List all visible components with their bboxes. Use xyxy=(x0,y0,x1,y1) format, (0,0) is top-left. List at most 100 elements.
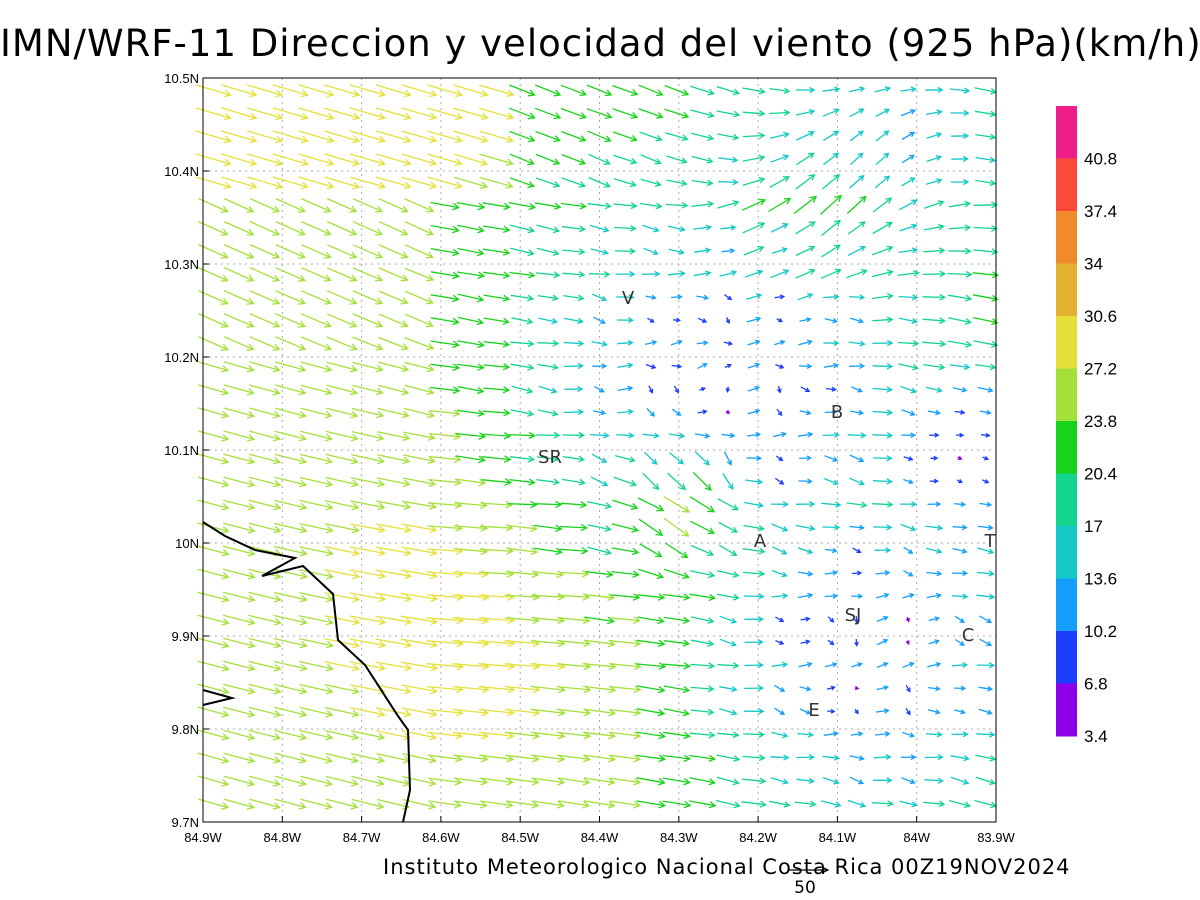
wind-vector xyxy=(299,499,334,511)
wind-vector xyxy=(197,453,230,465)
wind-vector xyxy=(663,731,691,740)
wind-vector xyxy=(509,84,536,97)
wind-vector xyxy=(375,684,413,695)
x-tick-label: 84.3W xyxy=(660,830,698,845)
wind-vector xyxy=(511,385,534,394)
wind-vector xyxy=(922,293,947,301)
wind-vector xyxy=(248,637,282,649)
wind-vector xyxy=(455,478,487,487)
wind-vector xyxy=(973,224,999,232)
wind-vector xyxy=(642,224,660,233)
wind-vector xyxy=(850,731,864,737)
wind-vector xyxy=(453,84,489,98)
wind-vector xyxy=(504,708,541,717)
wind-vector xyxy=(901,432,917,438)
wind-vector xyxy=(846,195,867,214)
wind-vector xyxy=(483,317,510,325)
wind-vector xyxy=(428,455,462,464)
wind-vector xyxy=(696,340,709,346)
wind-vector xyxy=(589,224,610,233)
x-tick-label: 84W xyxy=(903,830,930,845)
wind-vector xyxy=(952,662,969,668)
y-tick-label: 10.3N xyxy=(164,257,199,272)
wind-vector xyxy=(774,477,785,485)
wind-vector xyxy=(221,153,258,167)
wind-vector xyxy=(899,223,918,232)
wind-vector xyxy=(822,524,841,531)
wind-vector xyxy=(511,317,534,325)
wind-vector xyxy=(246,107,284,121)
wind-vector xyxy=(823,340,840,347)
wind-vector xyxy=(563,362,585,370)
wind-vector xyxy=(560,84,588,97)
wind-vector xyxy=(299,638,335,649)
wind-vector xyxy=(401,107,438,121)
wind-vector xyxy=(508,201,537,211)
wind-vector xyxy=(873,524,893,531)
wind-vector xyxy=(638,568,665,580)
wind-vector xyxy=(617,385,634,392)
wind-vector xyxy=(902,731,916,738)
wind-vector xyxy=(663,639,691,647)
wind-vector xyxy=(694,432,711,439)
wind-vector xyxy=(694,451,710,466)
wind-vector xyxy=(950,776,970,785)
wind-vector xyxy=(557,754,591,763)
wind-vector xyxy=(876,708,890,714)
wind-vector xyxy=(822,152,840,166)
wind-vector xyxy=(223,683,256,695)
wind-vector xyxy=(375,638,413,649)
wind-vector xyxy=(947,340,973,348)
wind-vector xyxy=(692,471,712,491)
y-tick-label: 10.1N xyxy=(164,443,199,458)
wind-vector xyxy=(349,592,387,603)
city-label-t: T xyxy=(984,531,997,552)
wind-vector xyxy=(697,317,708,323)
wind-vector xyxy=(617,408,634,415)
wind-vector xyxy=(586,108,613,120)
wind-vector xyxy=(299,706,334,718)
wind-vector xyxy=(927,661,942,668)
colorbar-swatch xyxy=(1056,316,1077,369)
wind-vector xyxy=(948,224,972,232)
wind-vector xyxy=(301,244,332,259)
wind-vector xyxy=(562,431,586,439)
wind-vector xyxy=(562,271,586,278)
wind-vector xyxy=(507,524,538,533)
wind-vector xyxy=(378,221,409,236)
city-label-sj: SJ xyxy=(845,605,862,626)
wind-vector xyxy=(849,130,864,142)
wind-vector xyxy=(690,685,715,693)
wind-vector xyxy=(872,501,894,508)
wind-vector xyxy=(537,409,559,417)
wind-vector xyxy=(744,639,764,646)
wind-vector xyxy=(798,478,813,485)
wind-vector xyxy=(324,107,361,121)
wind-vector xyxy=(430,317,460,326)
wind-vector xyxy=(663,568,690,580)
wind-vector xyxy=(746,316,762,323)
wind-vector xyxy=(298,130,335,144)
wind-vector xyxy=(275,361,307,373)
wind-vector xyxy=(901,154,915,164)
wind-vector xyxy=(905,616,911,623)
wind-vector xyxy=(617,339,634,346)
wind-vector xyxy=(479,800,514,809)
wind-vector xyxy=(301,290,332,305)
wind-vector xyxy=(928,639,940,645)
wind-vector xyxy=(897,340,920,347)
wind-vector xyxy=(928,616,941,622)
colorbar-swatch xyxy=(1056,526,1077,579)
wind-vector xyxy=(663,685,691,694)
wind-vector xyxy=(377,798,411,810)
wind-vector xyxy=(875,731,891,737)
wind-vector xyxy=(274,775,308,787)
wind-vector xyxy=(613,154,638,165)
wind-vector xyxy=(952,387,968,393)
wind-vector xyxy=(898,294,919,301)
wind-vector xyxy=(478,731,515,740)
wind-vector xyxy=(583,754,617,763)
wind-vector xyxy=(822,86,841,93)
wind-vector xyxy=(563,294,585,302)
wind-vector xyxy=(221,107,258,121)
